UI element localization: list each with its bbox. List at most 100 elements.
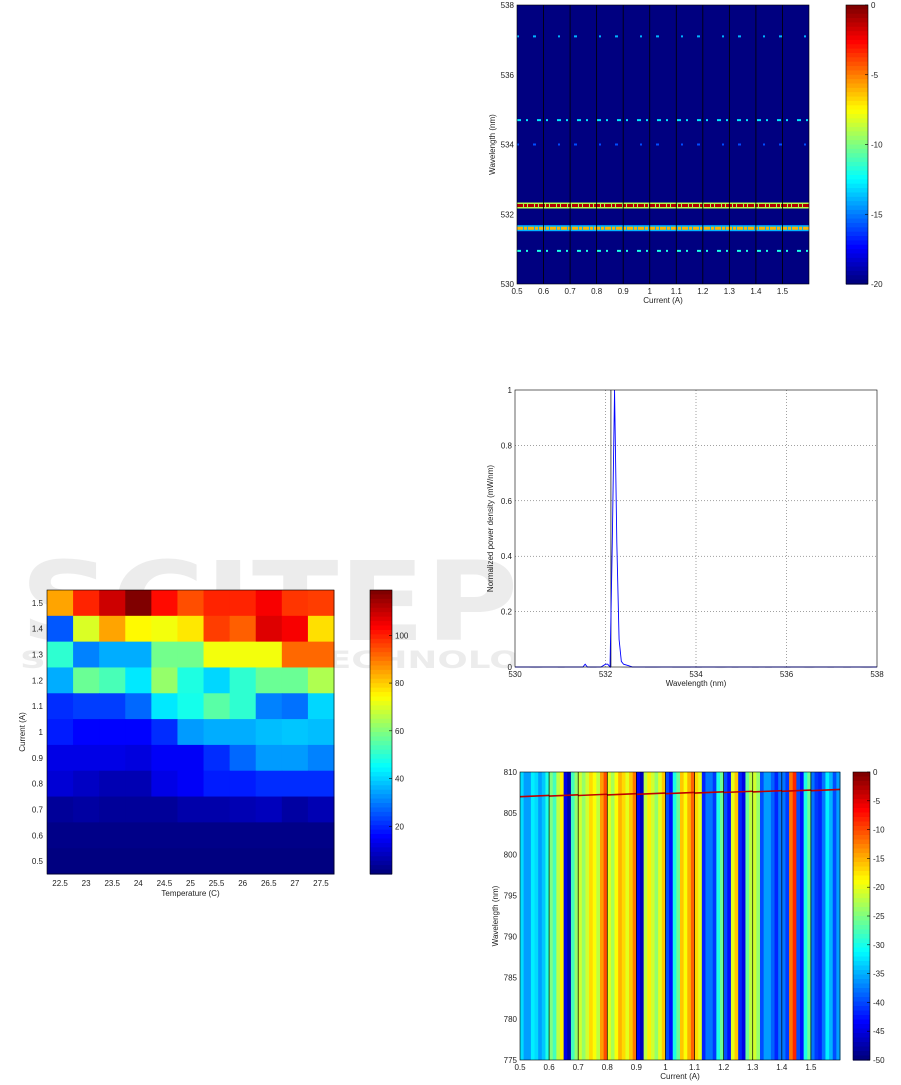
- heatmap-cell: [203, 667, 231, 694]
- spectrogram-column: [610, 772, 616, 1060]
- colorbar-tick-label: -30: [873, 941, 885, 950]
- spectrogram-column: [785, 772, 790, 1060]
- colorbar-segment: [853, 902, 870, 908]
- y-tick-label: 530: [501, 280, 515, 289]
- heatmap-cell: [151, 770, 178, 798]
- colorbar-segment: [853, 794, 870, 800]
- colorbar-segment: [370, 798, 392, 804]
- y-tick-label: 1.1: [32, 702, 44, 711]
- heatmap-cell: [255, 719, 283, 746]
- peak-wavelength-line: [578, 793, 608, 797]
- colorbar-segment: [853, 916, 870, 922]
- spectrogram-column: [632, 772, 637, 1060]
- plot-frame: [46, 589, 335, 875]
- x-tick-label: 1.1: [689, 1063, 701, 1072]
- colorbar-segment: [370, 612, 392, 618]
- y-tick-label: 790: [504, 933, 518, 942]
- heatmap-cell: [307, 719, 335, 746]
- spectrogram-column: [701, 772, 706, 1060]
- colorbar-segment: [853, 898, 870, 904]
- colorbar-segment: [370, 736, 392, 742]
- heatmap-cell: [99, 719, 126, 746]
- heatmap-cell: [125, 693, 152, 720]
- colorbar-segment: [853, 1019, 870, 1025]
- colorbar-segment: [370, 811, 392, 817]
- spectrogram-column: [654, 772, 659, 1060]
- colorbar-segment: [370, 723, 392, 729]
- heatmap-cell: [229, 848, 257, 875]
- heatmap-cell: [229, 822, 257, 849]
- colorbar-segment: [853, 812, 870, 818]
- colorbar-segment: [853, 1024, 870, 1030]
- heatmap-cell: [203, 796, 231, 823]
- colorbar-segment: [853, 1001, 870, 1007]
- colorbar-segment: [370, 652, 392, 658]
- heatmap-cell: [281, 744, 309, 772]
- heatmap-cell: [73, 641, 100, 668]
- heatmap-cell: [151, 744, 178, 772]
- colorbar-segment: [846, 244, 868, 250]
- x-tick-label: 0.6: [538, 287, 550, 296]
- heatmap-cell: [203, 641, 231, 668]
- colorbar-tick-label: -10: [871, 141, 883, 150]
- colorbar-segment: [853, 970, 870, 976]
- colorbar-segment: [846, 74, 868, 80]
- spectrogram-column: [687, 772, 692, 1060]
- colorbar-segment: [853, 875, 870, 881]
- x-tick-label: 1.4: [776, 1063, 788, 1072]
- spectrogram-column: [643, 772, 648, 1060]
- x-tick-label: 25.5: [209, 879, 225, 888]
- x-tick-label: 0.5: [514, 1063, 526, 1072]
- x-tick-label: 0.5: [511, 287, 523, 296]
- colorbar-segment: [370, 856, 392, 862]
- heatmap-cell: [125, 590, 152, 617]
- colorbar-segment: [846, 135, 868, 141]
- colorbar-segment: [846, 279, 868, 285]
- colorbar-segment: [846, 266, 868, 272]
- y-tick-label: 0.5: [32, 857, 44, 866]
- spectrogram-column: [810, 772, 816, 1060]
- colorbar-segment: [370, 603, 392, 609]
- colorbar-segment: [370, 847, 392, 853]
- colorbar-segment: [846, 196, 868, 202]
- heatmap-cell: [307, 770, 335, 798]
- colorbar-segment: [853, 974, 870, 980]
- heatmap-cell: [47, 667, 74, 694]
- spectrogram-column: [574, 772, 579, 1060]
- colorbar-segment: [846, 153, 868, 159]
- colorbar-segment: [846, 52, 868, 58]
- colorbar-segment: [370, 687, 392, 693]
- y-tick-label: 1.5: [32, 599, 44, 608]
- colorbar-segment: [846, 236, 868, 242]
- colorbar-segment: [370, 816, 392, 822]
- spectrogram-column: [567, 772, 572, 1060]
- colorbar-segment: [853, 835, 870, 841]
- colorbar-segment: [853, 1015, 870, 1021]
- green-spectrogram-chart: 0.5 0.6 0.7 0.8 0.9 1 1.1 1.2 1.3 1.4 1.5 530 532 534…: [488, 1, 883, 305]
- heatmap-cell: [73, 693, 100, 720]
- peak-wavelength-line: [723, 790, 753, 794]
- colorbar-tick-label: 0: [873, 768, 878, 777]
- spectrogram-column: [538, 772, 543, 1060]
- spectrogram-column: [803, 772, 808, 1060]
- heatmap-cell: [73, 719, 100, 746]
- colorbar-segment: [846, 222, 868, 228]
- colorbar-tick-label: 60: [395, 727, 404, 736]
- x-tick-label: 26.5: [261, 879, 277, 888]
- x-tick-label: 0.7: [565, 287, 577, 296]
- y-tick-label: 0.8: [501, 441, 513, 450]
- peak-wavelength-line: [636, 792, 666, 796]
- colorbar-segment: [853, 785, 870, 791]
- heatmap-cell: [255, 590, 283, 617]
- colorbar-segment: [853, 893, 870, 899]
- colorbar-segment: [370, 643, 392, 649]
- colorbar-segment: [846, 253, 868, 259]
- heatmap-cell: [307, 693, 335, 720]
- x-axis-label: Temperature (C): [161, 889, 220, 898]
- colorbar-segment: [846, 227, 868, 233]
- spectrogram-column: [629, 772, 634, 1060]
- x-tick-label: 0.8: [591, 287, 603, 296]
- heatmap-cell: [151, 590, 178, 617]
- colorbar-segment: [853, 952, 870, 958]
